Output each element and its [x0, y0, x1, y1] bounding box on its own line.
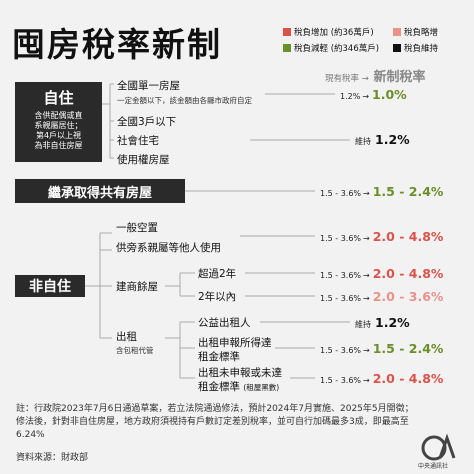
old-rate: 1.5 - 3.6% [320, 234, 362, 243]
new-rate: 1.2% [375, 315, 410, 330]
desc-line: 為非自住房屋 [34, 141, 83, 150]
row-over-2yr-rate: 1.5 - 3.6% → 2.0 - 4.8% [320, 266, 443, 281]
new-rate: 1.5 - 2.4% [372, 184, 444, 199]
legend-label: 稅負維持 [404, 44, 439, 54]
arrow-icon: → [363, 271, 370, 280]
data-source: 資料來源：財政部 [16, 453, 89, 463]
new-rate: 1.2% [375, 132, 410, 147]
row-relatives-label: 供旁系親屬等他人使用 [116, 242, 221, 254]
row-undeclared-label-2: 租金標準 (租屋黑數) [198, 379, 279, 394]
section-self-occupied: 自住 含供配偶或直 系親屬居住； 第4戶以上視 為非自住房屋 [15, 82, 102, 162]
current-rate-header: 現有稅率 [325, 74, 360, 84]
legend-label: 稅負減輕 (約346萬戶) [294, 44, 380, 54]
row-vacant-label: 一般空置 [116, 222, 158, 234]
row-vacant-rate: 1.5 - 3.6% → 2.0 - 4.8% [320, 229, 443, 244]
legend-swatch [283, 44, 291, 52]
row-three-houses-label: 全國3戶以下 [117, 116, 177, 128]
section-inherited-joint: 繼承取得共有房屋 [15, 179, 185, 203]
old-rate: 1.2% [340, 92, 361, 101]
legend-swatch [393, 44, 401, 52]
legend-swatch [393, 28, 401, 36]
row-inherit-rate: 1.5 - 3.6% → 1.5 - 2.4% [320, 184, 443, 199]
row-within-2yr-label: 2年以內 [198, 291, 237, 303]
old-rate: 1.5 - 3.6% [320, 376, 362, 385]
row-social-housing-rate: 維持 1.2% [355, 132, 410, 147]
legend-swatch [283, 28, 291, 36]
new-rate: 2.0 - 4.8% [372, 266, 444, 281]
row-declared-rate: 1.5 - 3.6% → 1.5 - 2.4% [320, 341, 443, 356]
undeclared-label-2-extra: (租屋黑數) [243, 383, 280, 392]
row-social-housing-label: 社會住宅 [117, 135, 159, 147]
row-public-landlord-label: 公益出租人 [198, 317, 251, 329]
new-rate: 1.5 - 2.4% [372, 341, 444, 356]
new-rate: 2.0 - 4.8% [372, 229, 444, 244]
old-rate: 1.5 - 3.6% [320, 189, 362, 198]
logo-text: 中央通訊社 [418, 463, 449, 470]
cna-logo-icon [421, 433, 456, 461]
legend-item-decrease: 稅負減輕 (約346萬戶) [283, 42, 379, 54]
arrow-icon: → [361, 74, 369, 84]
desc-line: 系親屬居住； [34, 121, 83, 130]
old-rate: 1.5 - 3.6% [320, 294, 362, 303]
row-single-house-rate: 1.2% → 1.0% [340, 87, 407, 102]
footnote: 註：行政院2023年7月6日通過草案，若立法院通過修法，預計2024年7月實施、… [16, 404, 414, 440]
new-rate: 1.0% [372, 87, 407, 102]
new-rate: 2.0 - 4.8% [372, 371, 444, 386]
arrow-icon: → [363, 234, 370, 243]
section-non-self-occupied: 非自住 [15, 275, 85, 297]
row-undeclared-rate: 1.5 - 3.6% → 2.0 - 4.8% [320, 371, 443, 386]
arrow-icon: → [363, 189, 370, 198]
legend-item-slight-increase: 稅負略增 [393, 26, 438, 38]
arrow-icon: → [362, 92, 370, 101]
row-over-2yr-label: 超過2年 [198, 268, 237, 280]
row-rent-sub: 含包租代管 [116, 346, 154, 355]
old-rate: 1.5 - 3.6% [320, 271, 362, 280]
old-rate: 維持 [355, 137, 371, 146]
new-rate: 2.0 - 3.6% [372, 289, 444, 304]
row-undeclared-label-1: 出租未申報或未達 [198, 367, 282, 379]
legend-label: 稅負增加 (約36萬戶) [294, 28, 374, 38]
row-declared-label-2: 租金標準 [198, 351, 240, 363]
row-within-2yr-rate: 1.5 - 3.6% → 2.0 - 3.6% [320, 289, 443, 304]
section-heading: 自住 [43, 89, 74, 107]
old-rate: 維持 [355, 320, 371, 329]
desc-line: 含供配偶或直 [34, 111, 83, 120]
arrow-icon: → [363, 346, 370, 355]
row-single-house-label: 全國單一房屋 [117, 80, 180, 92]
row-builder-label: 建商餘屋 [116, 281, 158, 293]
row-declared-label-1: 出租申報所得達 [198, 337, 272, 349]
legend-item-increase: 稅負增加 (約36萬戶) [283, 26, 374, 38]
old-rate: 1.5 - 3.6% [320, 346, 362, 355]
page-title: 囤房稅率新制 [12, 25, 222, 64]
column-header: 現有稅率 → 新制稅率 [325, 66, 426, 85]
undeclared-label-2-main: 租金標準 [198, 381, 240, 393]
desc-line: 第4戶以上視 [35, 131, 82, 140]
arrow-icon: → [363, 376, 370, 385]
row-usage-right-label: 使用權房屋 [117, 154, 170, 166]
new-rate-header: 新制稅率 [373, 70, 426, 85]
section-description: 含供配偶或直 系親屬居住； 第4戶以上視 為非自住房屋 [35, 111, 83, 151]
legend-label: 稅負略增 [404, 28, 439, 38]
row-single-house-sub: 一定金額以下，該金額由各縣市政府自定 [117, 96, 252, 105]
row-public-landlord-rate: 維持 1.2% [355, 315, 410, 330]
row-rent-label: 出租 [116, 331, 137, 343]
arrow-icon: → [363, 294, 370, 303]
legend-item-maintain: 稅負維持 [393, 42, 438, 54]
